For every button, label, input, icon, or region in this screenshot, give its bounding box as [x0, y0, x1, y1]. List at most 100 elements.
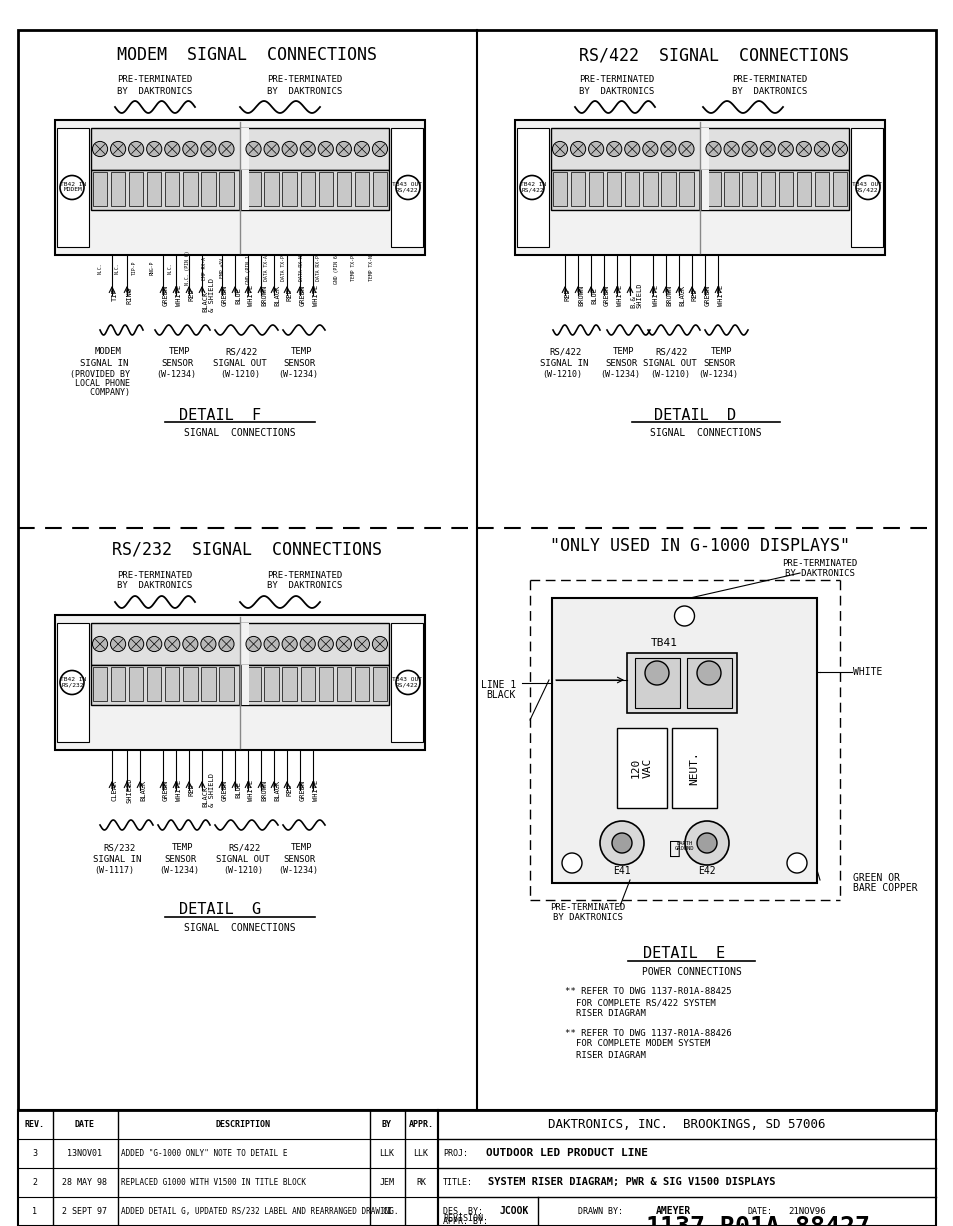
Text: SIGNAL OUT: SIGNAL OUT: [213, 358, 267, 368]
Circle shape: [92, 141, 108, 157]
Bar: [336, 667, 351, 701]
Text: DETAIL  E: DETAIL E: [642, 946, 724, 961]
Text: APPR. BY:: APPR. BY:: [442, 1217, 488, 1226]
Bar: [705, 172, 720, 206]
Text: DESCRIPTION: DESCRIPTION: [215, 1121, 271, 1129]
Circle shape: [674, 606, 694, 626]
Bar: [300, 667, 314, 701]
Bar: [111, 667, 125, 701]
Bar: [723, 172, 738, 206]
Text: BY  DAKTRONICS: BY DAKTRONICS: [578, 87, 654, 96]
Text: GND (PIN 6): GND (PIN 6): [334, 253, 338, 283]
Circle shape: [318, 141, 333, 157]
Circle shape: [796, 141, 811, 157]
Bar: [336, 172, 351, 206]
Text: WHITE: WHITE: [313, 780, 318, 801]
Bar: [588, 172, 602, 206]
Circle shape: [372, 141, 387, 157]
Bar: [165, 667, 179, 701]
Bar: [147, 172, 161, 206]
Circle shape: [644, 661, 668, 685]
Bar: [515, 120, 884, 255]
Text: RED: RED: [189, 783, 194, 797]
Text: 120
VAC: 120 VAC: [631, 758, 652, 779]
Circle shape: [679, 141, 694, 157]
Text: 2 SEPT 97: 2 SEPT 97: [63, 1208, 108, 1216]
Text: WHITE: WHITE: [852, 667, 882, 677]
Circle shape: [60, 671, 84, 694]
Circle shape: [111, 636, 126, 651]
Circle shape: [723, 141, 739, 157]
Text: OUTDOOR LED PRODUCT LINE: OUTDOOR LED PRODUCT LINE: [485, 1149, 647, 1159]
Text: GREEN: GREEN: [704, 284, 710, 305]
Bar: [91, 170, 389, 210]
Text: (W-1234): (W-1234): [159, 866, 199, 874]
Text: RS/422: RS/422: [549, 347, 581, 357]
Bar: [57, 128, 89, 246]
Bar: [741, 172, 756, 206]
Circle shape: [111, 141, 126, 157]
Text: DETAIL  G: DETAIL G: [179, 902, 261, 917]
Text: SENSOR: SENSOR: [284, 358, 315, 368]
Text: ** REFER TO DWG 1137-R01A-88425: ** REFER TO DWG 1137-R01A-88425: [564, 987, 731, 997]
Bar: [183, 667, 197, 701]
Text: 2: 2: [32, 1178, 37, 1187]
Text: DETAIL  D: DETAIL D: [653, 407, 736, 423]
Text: (W-1234): (W-1234): [599, 369, 639, 379]
Text: SHIELD: SHIELD: [127, 777, 132, 803]
Text: DATE: DATE: [75, 1121, 95, 1129]
Text: TEMP: TEMP: [291, 843, 313, 852]
Bar: [246, 667, 260, 701]
Text: FOR COMPLETE MODEM SYSTEM: FOR COMPLETE MODEM SYSTEM: [576, 1040, 710, 1048]
Circle shape: [705, 141, 720, 157]
Text: 28 MAY 98: 28 MAY 98: [63, 1178, 108, 1187]
Text: TEMP: TEMP: [291, 347, 313, 357]
Bar: [778, 172, 792, 206]
Bar: [355, 667, 369, 701]
Text: SIGNAL  CONNECTIONS: SIGNAL CONNECTIONS: [650, 428, 761, 438]
Text: PRE-TERMINATED: PRE-TERMINATED: [117, 76, 193, 85]
Text: CLEAR: CLEAR: [112, 780, 118, 801]
Circle shape: [183, 141, 197, 157]
Text: WHITE: WHITE: [248, 284, 253, 305]
Text: PRE-TERMINATED: PRE-TERMINATED: [550, 902, 625, 911]
Bar: [92, 172, 107, 206]
Circle shape: [612, 832, 631, 853]
Bar: [355, 172, 369, 206]
Text: (W-1210): (W-1210): [541, 369, 581, 379]
Text: (W-1210): (W-1210): [649, 369, 689, 379]
Text: ADDED "G-1000 ONLY" NOTE TO DETAIL E: ADDED "G-1000 ONLY" NOTE TO DETAIL E: [121, 1149, 287, 1159]
Circle shape: [165, 141, 180, 157]
Text: 1137-R01A-88427: 1137-R01A-88427: [645, 1215, 869, 1226]
Text: RED: RED: [691, 288, 698, 302]
Bar: [318, 667, 333, 701]
Text: 13NOV01: 13NOV01: [68, 1149, 102, 1159]
Text: TEMP: TEMP: [169, 347, 191, 357]
Circle shape: [519, 175, 543, 200]
Circle shape: [218, 636, 233, 651]
Circle shape: [832, 141, 846, 157]
Bar: [373, 172, 387, 206]
Text: LLK: LLK: [413, 1149, 428, 1159]
Circle shape: [147, 141, 162, 157]
Text: (W-1234): (W-1234): [698, 369, 738, 379]
Text: SIGNAL  CONNECTIONS: SIGNAL CONNECTIONS: [184, 923, 295, 933]
Bar: [18, 1110, 437, 1226]
Text: MODEM: MODEM: [94, 347, 121, 357]
Text: LOCAL PHONE: LOCAL PHONE: [70, 379, 130, 387]
Text: DATA TX-A: DATA TX-A: [264, 255, 269, 281]
Bar: [679, 172, 693, 206]
Bar: [239, 170, 241, 210]
Text: ** REFER TO DWG 1137-R01A-88426: ** REFER TO DWG 1137-R01A-88426: [564, 1029, 731, 1037]
Text: BLUE: BLUE: [590, 287, 597, 304]
Bar: [282, 172, 296, 206]
Circle shape: [697, 832, 717, 853]
Text: 1: 1: [32, 1208, 37, 1216]
Text: RNG-P: RNG-P: [150, 261, 154, 275]
Text: DATE:: DATE:: [747, 1208, 772, 1216]
Text: GREEN OR: GREEN OR: [852, 873, 899, 883]
Circle shape: [200, 636, 215, 651]
Bar: [760, 172, 774, 206]
Text: PRE-TERMINATED: PRE-TERMINATED: [578, 76, 654, 85]
Text: TIP: TIP: [112, 288, 118, 302]
